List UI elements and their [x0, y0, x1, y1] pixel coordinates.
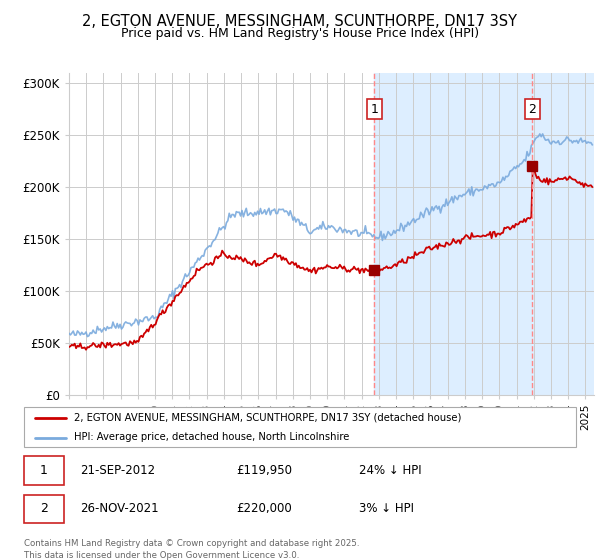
Text: Contains HM Land Registry data © Crown copyright and database right 2025.
This d: Contains HM Land Registry data © Crown c…: [24, 539, 359, 559]
Text: Price paid vs. HM Land Registry's House Price Index (HPI): Price paid vs. HM Land Registry's House …: [121, 27, 479, 40]
Text: 2: 2: [529, 102, 536, 116]
Text: 1: 1: [370, 102, 378, 116]
Bar: [374, 73, 594, 395]
FancyBboxPatch shape: [24, 456, 64, 484]
Text: 1: 1: [40, 464, 48, 477]
Text: 3% ↓ HPI: 3% ↓ HPI: [359, 502, 414, 515]
Text: 26-NOV-2021: 26-NOV-2021: [80, 502, 158, 515]
FancyBboxPatch shape: [24, 494, 64, 523]
Text: £220,000: £220,000: [236, 502, 292, 515]
Text: 24% ↓ HPI: 24% ↓ HPI: [359, 464, 421, 477]
Text: £119,950: £119,950: [236, 464, 292, 477]
Text: 21-SEP-2012: 21-SEP-2012: [80, 464, 155, 477]
Text: HPI: Average price, detached house, North Lincolnshire: HPI: Average price, detached house, Nort…: [74, 432, 350, 442]
Text: 2, EGTON AVENUE, MESSINGHAM, SCUNTHORPE, DN17 3SY (detached house): 2, EGTON AVENUE, MESSINGHAM, SCUNTHORPE,…: [74, 413, 461, 423]
Text: 2, EGTON AVENUE, MESSINGHAM, SCUNTHORPE, DN17 3SY: 2, EGTON AVENUE, MESSINGHAM, SCUNTHORPE,…: [83, 14, 517, 29]
Text: 2: 2: [40, 502, 48, 515]
FancyBboxPatch shape: [24, 407, 577, 447]
